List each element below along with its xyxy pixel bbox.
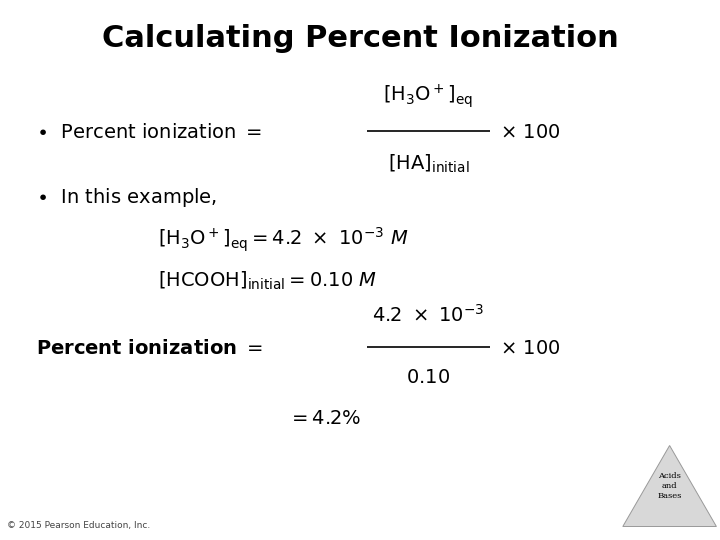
Text: $4.2\ \times\ 10^{-3}$: $4.2\ \times\ 10^{-3}$ [372, 303, 485, 326]
Text: $[\mathrm{HA}]_\mathrm{initial}$: $[\mathrm{HA}]_\mathrm{initial}$ [387, 153, 469, 175]
Text: $[\mathrm{H_3O^+}]_\mathrm{eq}$: $[\mathrm{H_3O^+}]_\mathrm{eq}$ [383, 82, 474, 110]
Text: Acids
and
Bases: Acids and Bases [657, 471, 682, 501]
Text: $= 4.2\%$: $= 4.2\%$ [288, 409, 361, 428]
Text: Percent ionization $=$: Percent ionization $=$ [36, 339, 264, 358]
Text: $\times\ 100$: $\times\ 100$ [500, 339, 561, 358]
Text: Calculating Percent Ionization: Calculating Percent Ionization [102, 24, 618, 53]
Text: $\times\ 100$: $\times\ 100$ [500, 123, 561, 142]
Text: © 2015 Pearson Education, Inc.: © 2015 Pearson Education, Inc. [7, 521, 150, 530]
Text: $\bullet$  Percent ionization $=$: $\bullet$ Percent ionization $=$ [36, 123, 262, 142]
Polygon shape [623, 446, 716, 526]
Text: $\bullet$  In this example,: $\bullet$ In this example, [36, 186, 217, 208]
Text: $[\mathrm{HCOOH}]_\mathrm{initial} = 0.10\ \mathit{M}$: $[\mathrm{HCOOH}]_\mathrm{initial} = 0.1… [158, 269, 377, 292]
Text: $0.10$: $0.10$ [406, 368, 451, 387]
Text: $[\mathrm{H_3O^+}]_\mathrm{eq} = 4.2\ \times\ 10^{-3}\ \mathit{M}$: $[\mathrm{H_3O^+}]_\mathrm{eq} = 4.2\ \t… [158, 226, 409, 254]
